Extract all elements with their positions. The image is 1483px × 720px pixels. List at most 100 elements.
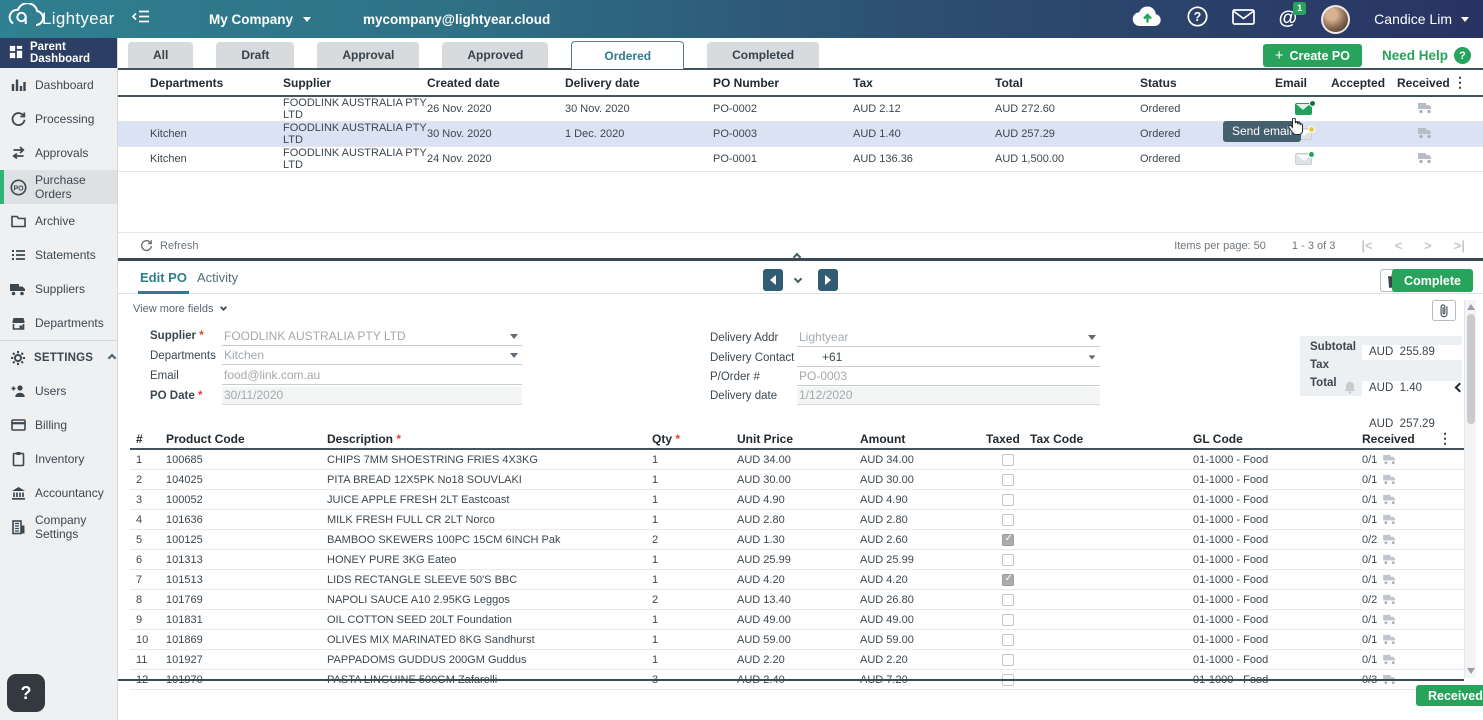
po-date-input[interactable]: 30/11/2020 — [222, 387, 522, 405]
taxed-checkbox[interactable] — [1002, 593, 1014, 606]
delivery-date-input[interactable]: 1/12/2020 — [797, 387, 1100, 405]
taxed-checkbox[interactable] — [1002, 573, 1014, 586]
scroll-down-icon[interactable] — [1467, 668, 1475, 674]
taxed-checkbox[interactable] — [1002, 613, 1014, 626]
sidebar-item-billing[interactable]: Billing — [0, 408, 117, 442]
tab-all[interactable]: All — [128, 42, 194, 68]
prev-po-button[interactable] — [763, 269, 783, 291]
line-item-row[interactable]: 11 101927 PAPPADOMS GUDDUS 200GM Guddus … — [130, 649, 1464, 670]
complete-button[interactable]: Complete — [1392, 269, 1473, 292]
tab-edit-po[interactable]: Edit PO — [138, 270, 189, 294]
col-total[interactable]: Total — [995, 70, 1140, 97]
sidebar-item-approvals[interactable]: Approvals — [0, 136, 117, 170]
items-options-kebab-icon[interactable]: ⋮ — [1438, 430, 1452, 446]
sidebar-item-processing[interactable]: Processing — [0, 102, 117, 136]
col-delivery-date[interactable]: Delivery date — [565, 70, 713, 97]
delivery-contact-input[interactable]: +61 — [797, 349, 1100, 367]
col-status[interactable]: Status — [1140, 70, 1275, 97]
email-icon[interactable] — [1294, 100, 1316, 116]
line-item-row[interactable]: 5 100125 BAMBOO SKEWERS 100PC 15CM 6INCH… — [130, 529, 1464, 550]
collapse-side-panel-icon[interactable] — [1454, 378, 1465, 394]
departments-select[interactable]: Kitchen — [222, 347, 522, 365]
mail-icon[interactable] — [1231, 8, 1255, 30]
taxed-checkbox[interactable] — [1002, 473, 1014, 486]
tab-completed[interactable]: Completed — [707, 42, 820, 68]
taxed-checkbox[interactable] — [1002, 653, 1014, 666]
email-input[interactable]: food@link.com.au — [222, 367, 522, 385]
taxed-checkbox[interactable] — [1002, 553, 1014, 566]
po-table-row[interactable]: Kitchen FOODLINK AUSTRALIA PTY LTD 30 No… — [118, 121, 1483, 147]
mentions-icon[interactable]: @ 1 — [1279, 2, 1307, 30]
tab-approval[interactable]: Approval — [317, 42, 420, 68]
taxed-checkbox[interactable] — [1002, 513, 1014, 526]
line-item-row[interactable]: 7 101513 LIDS RECTANGLE SLEEVE 50'S BBC … — [130, 569, 1464, 590]
collapse-editor-down-icon[interactable] — [793, 269, 803, 287]
sidebar-item-departments[interactable]: Departments — [0, 306, 117, 340]
refresh-button[interactable]: Refresh — [140, 239, 199, 252]
taxed-checkbox[interactable] — [1002, 633, 1014, 646]
col-po-number[interactable]: PO Number — [713, 70, 853, 97]
sidebar-collapse-icon[interactable] — [130, 9, 151, 29]
help-fab-button[interactable]: ? — [7, 674, 45, 712]
sidebar-item-dashboard[interactable]: Dashboard — [0, 68, 117, 102]
po-table-row[interactable]: Kitchen FOODLINK AUSTRALIA PTY LTD 24 No… — [118, 146, 1483, 172]
sidebar-section-settings[interactable]: SETTINGS — [0, 340, 117, 374]
sidebar-item-company-settings[interactable]: Company Settings — [0, 510, 117, 544]
taxed-checkbox[interactable] — [1002, 533, 1014, 546]
user-menu[interactable]: Candice Lim — [1374, 11, 1469, 27]
first-page-icon[interactable]: |< — [1361, 238, 1373, 253]
line-item-row[interactable]: 3 100052 JUICE APPLE FRESH 2LT Eastcoast… — [130, 489, 1464, 510]
po-table-row[interactable]: FOODLINK AUSTRALIA PTY LTD 26 Nov. 2020 … — [118, 96, 1483, 122]
view-more-fields-link[interactable]: View more fields — [133, 303, 227, 315]
received-button[interactable]: Received — [1416, 685, 1483, 706]
sidebar-item-users[interactable]: Users — [0, 374, 117, 408]
taxed-checkbox[interactable] — [1002, 453, 1014, 466]
table-options-kebab-icon[interactable]: ⋮ — [1453, 74, 1467, 90]
need-help-link[interactable]: Need Help ? — [1382, 47, 1471, 64]
cell-tax-code — [1030, 509, 1193, 530]
cloud-upload-icon[interactable] — [1132, 6, 1163, 32]
attachment-button[interactable] — [1432, 300, 1456, 321]
line-item-row[interactable]: 9 101831 OIL COTTON SEED 20LT Foundation… — [130, 609, 1464, 630]
line-item-row[interactable]: 10 101869 OLIVES MIX MARINATED 8KG Sandh… — [130, 629, 1464, 650]
sidebar-item-archive[interactable]: Archive — [0, 204, 117, 238]
avatar[interactable] — [1321, 4, 1351, 34]
lightyear-logo[interactable]: Lightyear — [0, 2, 118, 35]
last-page-icon[interactable]: >| — [1453, 238, 1465, 253]
tab-ordered[interactable]: Ordered — [571, 41, 685, 69]
company-selector[interactable]: My Company — [209, 12, 312, 27]
col-departments[interactable]: Departments — [118, 70, 283, 97]
next-page-icon[interactable]: > — [1424, 238, 1432, 253]
line-item-row[interactable]: 6 101313 HONEY PURE 3KG Eateo 1 AUD 25.9… — [130, 549, 1464, 570]
col-created-date[interactable]: Created date — [427, 70, 565, 97]
tab-approved[interactable]: Approved — [442, 42, 549, 68]
help-icon[interactable]: ? — [1187, 6, 1208, 32]
sidebar-item-accountancy[interactable]: Accountancy — [0, 476, 117, 510]
sidebar-item-statements[interactable]: Statements — [0, 238, 117, 272]
col-supplier[interactable]: Supplier — [283, 70, 427, 97]
taxed-checkbox[interactable] — [1002, 493, 1014, 506]
sidebar-item-inventory[interactable]: Inventory — [0, 442, 117, 476]
scroll-up-icon[interactable] — [1467, 304, 1475, 310]
create-po-button[interactable]: + Create PO — [1262, 44, 1362, 67]
cell-product-code: 104025 — [166, 469, 327, 490]
items-per-page[interactable]: Items per page: 50 — [1174, 239, 1266, 252]
email-icon[interactable] — [1294, 151, 1315, 166]
line-item-row[interactable]: 4 101636 MILK FRESH FULL CR 2LT Norco 1 … — [130, 509, 1464, 530]
line-item-row[interactable]: 2 104025 PITA BREAD 12X5PK No18 SOUVLAKI… — [130, 469, 1464, 490]
scrollbar-thumb[interactable] — [1467, 314, 1475, 424]
line-item-row[interactable]: 1 100685 CHIPS 7MM SHOESTRING FRIES 4X3K… — [130, 449, 1464, 470]
editor-scrollbar[interactable] — [1464, 300, 1476, 678]
line-item-row[interactable]: 8 101769 NAPOLI SAUCE A10 2.95KG Leggos … — [130, 589, 1464, 610]
porder-input[interactable]: PO-0003 — [797, 368, 1100, 386]
col-tax[interactable]: Tax — [853, 70, 995, 97]
sidebar-item-purchase-orders[interactable]: PO Purchase Orders — [0, 170, 117, 204]
supplier-select[interactable]: FOODLINK AUSTRALIA PTY LTD — [222, 328, 522, 346]
tab-draft[interactable]: Draft — [216, 42, 295, 68]
sidebar-item-parent-dashboard[interactable]: Parent Dashboard — [0, 38, 117, 68]
next-po-button[interactable] — [818, 269, 838, 291]
tab-activity[interactable]: Activity — [197, 270, 239, 285]
sidebar-item-suppliers[interactable]: Suppliers — [0, 272, 117, 306]
prev-page-icon[interactable]: < — [1394, 238, 1403, 253]
delivery-addr-select[interactable]: Lightyear — [797, 329, 1100, 347]
